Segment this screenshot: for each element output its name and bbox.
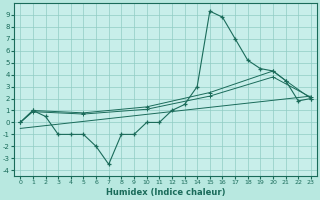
X-axis label: Humidex (Indice chaleur): Humidex (Indice chaleur) xyxy=(106,188,225,197)
